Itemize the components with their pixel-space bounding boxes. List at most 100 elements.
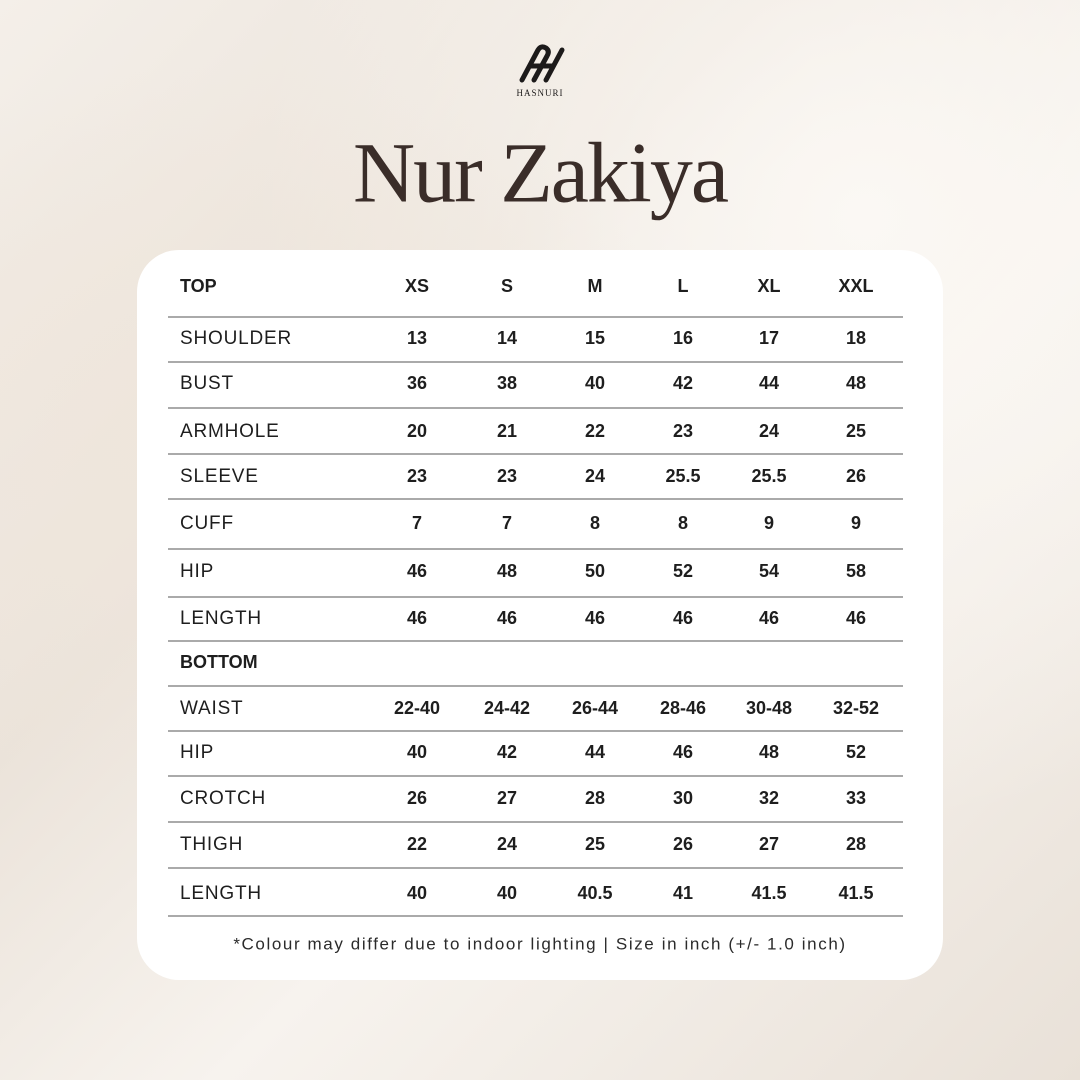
cell: 44 <box>585 742 605 762</box>
cell: 14 <box>497 328 517 348</box>
cell: 28-46 <box>660 698 706 718</box>
cell: 36 <box>407 373 427 393</box>
cell: 33 <box>846 788 866 808</box>
cell: 24 <box>585 466 605 486</box>
cell: 48 <box>759 742 779 762</box>
row-label: LENGTH <box>180 608 262 629</box>
cell: 58 <box>846 561 866 581</box>
cell: 40 <box>407 883 427 903</box>
column-header: L <box>678 276 689 296</box>
cell: 26-44 <box>572 698 618 718</box>
cell: 46 <box>846 608 866 628</box>
cell: 22-40 <box>394 698 440 718</box>
cell: 40 <box>585 373 605 393</box>
cell: 30 <box>673 788 693 808</box>
cell: 42 <box>673 373 693 393</box>
table: TOP XS S M L XL XXL SHOULDER 13 14 15 16 17 18 BUST 36 3… <box>168 276 903 917</box>
row-label: WAIST <box>180 698 243 719</box>
cell: 15 <box>585 328 605 348</box>
cell: 28 <box>585 788 605 808</box>
cell: 23 <box>407 466 427 486</box>
cell: 22 <box>585 421 605 441</box>
cell: 27 <box>759 834 779 854</box>
row-label: LENGTH <box>180 883 262 904</box>
row-label: HIP <box>180 742 214 763</box>
cell: 40 <box>497 883 517 903</box>
cell: 44 <box>759 373 779 393</box>
row-label: HIP <box>180 561 214 582</box>
cell: 27 <box>497 788 517 808</box>
column-header: XL <box>757 276 780 296</box>
row-label: CUFF <box>180 513 234 534</box>
logo-mark <box>519 44 565 83</box>
footnote: *Colour may differ due to indoor lightin… <box>233 934 846 953</box>
cell: 30-48 <box>746 698 792 718</box>
cell: 32-52 <box>833 698 879 718</box>
cell: 46 <box>407 608 427 628</box>
cell: 46 <box>585 608 605 628</box>
cell: 25.5 <box>665 466 700 486</box>
cell: 8 <box>678 513 688 533</box>
cell: 16 <box>673 328 693 348</box>
column-header: XS <box>405 276 429 296</box>
card <box>137 250 943 980</box>
title: Nur Zakiya <box>353 125 728 221</box>
cell: 20 <box>407 421 427 441</box>
cell: 25.5 <box>751 466 786 486</box>
cell: 24 <box>759 421 779 441</box>
cell: 46 <box>673 608 693 628</box>
cell: 13 <box>407 328 427 348</box>
row-label: SHOULDER <box>180 328 292 349</box>
cell: 21 <box>497 421 517 441</box>
cell: 46 <box>759 608 779 628</box>
cell: 46 <box>407 561 427 581</box>
cell: 52 <box>673 561 693 581</box>
cell: 48 <box>497 561 517 581</box>
cell: 41.5 <box>751 883 786 903</box>
row-label: ARMHOLE <box>180 421 280 442</box>
cell: 46 <box>497 608 517 628</box>
cell: 8 <box>590 513 600 533</box>
cell: 50 <box>585 561 605 581</box>
cell: 9 <box>851 513 861 533</box>
cell: 26 <box>846 466 866 486</box>
column-header: M <box>588 276 603 296</box>
cell: 41 <box>673 883 693 903</box>
cell: 40 <box>407 742 427 762</box>
cell: 23 <box>497 466 517 486</box>
cell: 22 <box>407 834 427 854</box>
cell: 7 <box>412 513 422 533</box>
cell: 42 <box>497 742 517 762</box>
cell: 25 <box>585 834 605 854</box>
row-label: BUST <box>180 373 234 394</box>
column-header: XXL <box>838 276 873 296</box>
column-header: S <box>501 276 513 296</box>
row-label: SLEEVE <box>180 466 259 487</box>
cell: 41.5 <box>838 883 873 903</box>
cell: 26 <box>407 788 427 808</box>
brand: HASNURI <box>516 88 563 98</box>
cell: 32 <box>759 788 779 808</box>
cell: 18 <box>846 328 866 348</box>
cell: 48 <box>846 373 866 393</box>
cell: 25 <box>846 421 866 441</box>
cell: 24 <box>497 834 517 854</box>
row-label: CROTCH <box>180 788 266 809</box>
cell: 38 <box>497 373 517 393</box>
cell: 46 <box>673 742 693 762</box>
cell: 52 <box>846 742 866 762</box>
cell: 17 <box>759 328 779 348</box>
cell: 24-42 <box>484 698 530 718</box>
cell: 7 <box>502 513 512 533</box>
cell: 26 <box>673 834 693 854</box>
cell: 40.5 <box>577 883 612 903</box>
cell: 28 <box>846 834 866 854</box>
cell: 9 <box>764 513 774 533</box>
row-label: THIGH <box>180 834 243 855</box>
cell: 54 <box>759 561 779 581</box>
cell: 23 <box>673 421 693 441</box>
section-label: BOTTOM <box>180 652 258 672</box>
column-header: TOP <box>180 276 217 296</box>
